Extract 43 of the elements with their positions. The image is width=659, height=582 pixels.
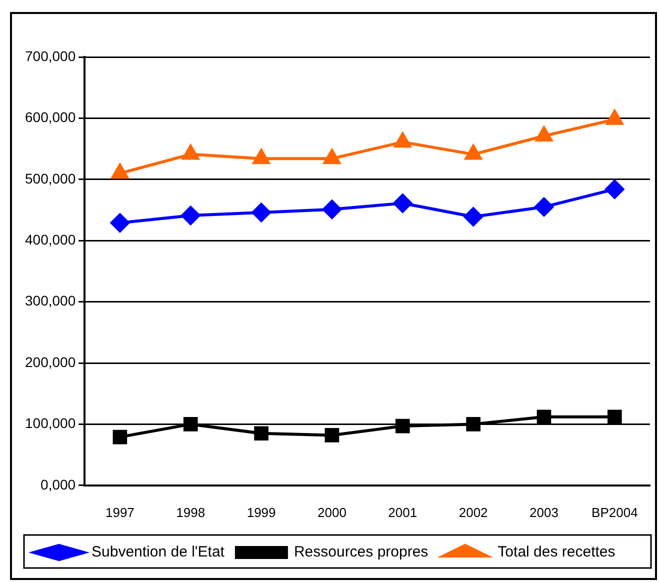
- x-tick-label: 2000: [318, 504, 346, 520]
- legend-label: Subvention de l'Etat: [92, 544, 226, 561]
- y-tick-label: 200,000: [24, 354, 76, 370]
- point: [324, 149, 340, 164]
- y-tick-label: 500,000: [24, 170, 76, 186]
- x-tick-label: 2002: [458, 504, 488, 520]
- legend-label: Total des recettes: [498, 544, 616, 561]
- point: [534, 197, 554, 216]
- point: [466, 417, 480, 432]
- x-tick-label: 1997: [105, 504, 134, 520]
- point: [254, 426, 268, 441]
- point: [112, 430, 128, 444]
- point: [536, 126, 552, 142]
- point: [605, 180, 624, 199]
- point: [110, 213, 130, 232]
- point: [608, 410, 622, 424]
- point: [322, 200, 342, 219]
- x-tick-label: BP2004: [592, 504, 638, 520]
- point: [464, 207, 483, 226]
- point: [182, 144, 200, 160]
- point: [181, 206, 200, 226]
- point: [536, 410, 552, 424]
- y-tick-label: 100,000: [24, 415, 76, 432]
- x-tick-label: 2001: [388, 504, 418, 520]
- point: [252, 149, 270, 164]
- x-tick-label: 1999: [246, 504, 276, 520]
- point: [112, 164, 128, 179]
- x-tick-label: 1998: [176, 504, 206, 520]
- y-tick-label: 600,000: [24, 109, 76, 126]
- point: [395, 418, 410, 434]
- point: [464, 144, 482, 160]
- point: [252, 202, 271, 222]
- legend-label: Ressources propres: [294, 544, 428, 561]
- y-tick-label: 400,000: [24, 231, 76, 248]
- point: [324, 428, 340, 442]
- point: [606, 110, 624, 125]
- point: [394, 132, 412, 148]
- point: [183, 417, 198, 432]
- y-tick-label: 700,000: [24, 48, 76, 64]
- point: [393, 194, 412, 213]
- x-tick-label: 2003: [530, 504, 558, 520]
- y-tick-label: 300,000: [24, 292, 76, 309]
- y-tick-label: 0,000: [40, 476, 76, 492]
